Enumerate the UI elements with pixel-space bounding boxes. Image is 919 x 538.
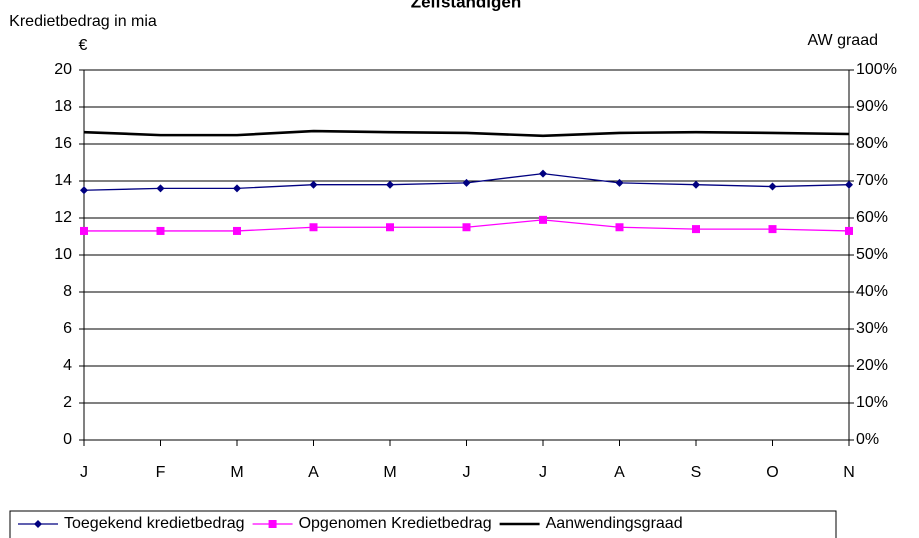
legend-label: Aanwendingsgraad [546,515,683,532]
data-point [539,215,547,224]
data-point [845,226,853,235]
data-point [386,180,394,189]
data-point [80,226,88,235]
chart-title: Zelfstandigen [411,0,522,11]
x-tick-label: J [80,464,88,481]
y2-tick-label: 0% [856,431,879,448]
y-tick-label: 8 [63,283,72,300]
y2-tick-label: 60% [856,209,888,226]
y-tick-label: 14 [54,172,72,189]
y-tick-label: 2 [63,394,72,411]
y2-tick-label: 10% [856,394,888,411]
data-point [156,226,165,235]
x-tick-label: A [308,464,319,481]
series-line [83,129,850,138]
y2-tick-label: 90% [856,98,888,115]
y-tick-label: 0 [63,431,72,448]
y2-tick-label: 70% [856,172,888,189]
data-point [615,223,624,232]
y-tick-label: 6 [63,320,72,337]
y-tick-label: 16 [54,135,72,152]
data-point [80,186,88,195]
y-axis-label: Kredietbedrag in mia € [9,13,157,54]
x-tick-label: J [539,464,547,481]
data-point [386,223,394,232]
y-tick-label: 4 [63,357,72,374]
data-point [233,184,241,193]
data-point [309,180,318,189]
x-tick-label: J [463,464,471,481]
y-tick-label: 12 [54,209,72,226]
y2-tick-label: 40% [856,283,888,300]
y-tick-label: 18 [54,98,72,115]
data-point [692,180,700,189]
x-tick-label: A [614,464,625,481]
x-tick-label: M [230,464,243,481]
data-point [156,184,165,193]
x-tick-label: N [843,464,855,481]
data-point [462,223,471,232]
data-point [768,182,777,191]
legend-box [9,510,837,538]
y-tick-label: 20 [54,61,72,78]
data-point [539,169,547,178]
y2-tick-label: 80% [856,135,888,152]
data-point [309,223,318,232]
y2-tick-label: 100% [856,61,897,78]
legend-marker [34,520,42,528]
y2-tick-label: 20% [856,357,888,374]
data-point [845,180,853,189]
y2-tick-label: 30% [856,320,888,337]
data-point [233,226,241,235]
data-point [768,225,777,234]
x-tick-label: O [766,464,778,481]
legend-label: Toegekend kredietbedrag [64,515,245,532]
y2-axis-label: AW graad [807,32,878,49]
x-tick-label: F [156,464,166,481]
y2-tick-label: 50% [856,246,888,263]
data-point [462,178,471,187]
y-tick-label: 10 [54,246,72,263]
legend-marker [268,520,277,528]
data-point [615,178,624,187]
x-tick-label: M [383,464,396,481]
legend-label: Opgenomen Kredietbedrag [299,515,492,532]
x-tick-label: S [691,464,702,481]
data-point [692,225,700,234]
